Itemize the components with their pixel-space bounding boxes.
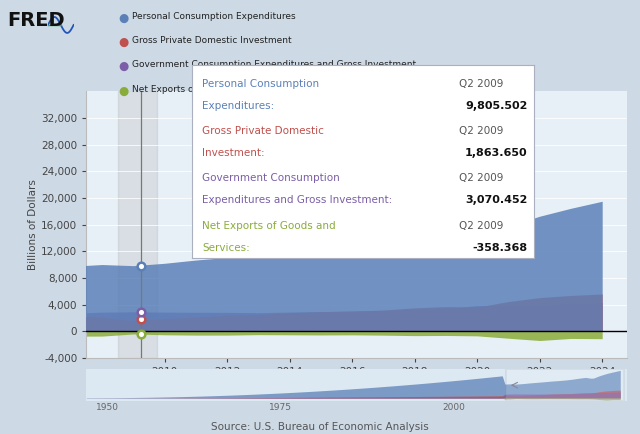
Text: Investment:: Investment: — [202, 148, 265, 158]
Y-axis label: Billions of Dollars: Billions of Dollars — [28, 179, 38, 270]
Text: Net Exports of Goods and: Net Exports of Goods and — [202, 220, 336, 230]
Text: Personal Consumption: Personal Consumption — [202, 79, 319, 89]
Text: Government Consumption: Government Consumption — [202, 173, 340, 183]
Text: Q2 2009: Q2 2009 — [459, 173, 504, 183]
Text: 1,863.650: 1,863.650 — [465, 148, 527, 158]
Text: 3,070.452: 3,070.452 — [465, 195, 527, 205]
FancyBboxPatch shape — [506, 369, 624, 401]
Text: Gross Private Domestic: Gross Private Domestic — [202, 126, 324, 136]
Text: Net Exports of Goods and Services: Net Exports of Goods and Services — [132, 85, 290, 94]
Text: Gross Private Domestic Investment: Gross Private Domestic Investment — [132, 36, 292, 45]
Bar — [118, 91, 157, 358]
Text: 9,805.502: 9,805.502 — [465, 101, 527, 111]
Text: Expenditures and Gross Investment:: Expenditures and Gross Investment: — [202, 195, 392, 205]
Text: ●: ● — [118, 85, 129, 98]
Text: Services:: Services: — [202, 243, 250, 253]
Text: Government Consumption Expenditures and Gross Investment: Government Consumption Expenditures and … — [132, 60, 417, 69]
Text: Q2 2009: Q2 2009 — [459, 79, 504, 89]
Text: Q2 2009: Q2 2009 — [459, 220, 504, 230]
Text: ●: ● — [118, 36, 129, 49]
Text: ●: ● — [118, 12, 129, 25]
Text: Q2 2009: Q2 2009 — [459, 126, 504, 136]
Text: Expenditures:: Expenditures: — [202, 101, 275, 111]
Text: Source: U.S. Bureau of Economic Analysis: Source: U.S. Bureau of Economic Analysis — [211, 422, 429, 432]
Text: Personal Consumption Expenditures: Personal Consumption Expenditures — [132, 12, 296, 21]
Text: -358.368: -358.368 — [472, 243, 527, 253]
Text: FRED: FRED — [8, 11, 65, 30]
Text: ●: ● — [118, 60, 129, 73]
